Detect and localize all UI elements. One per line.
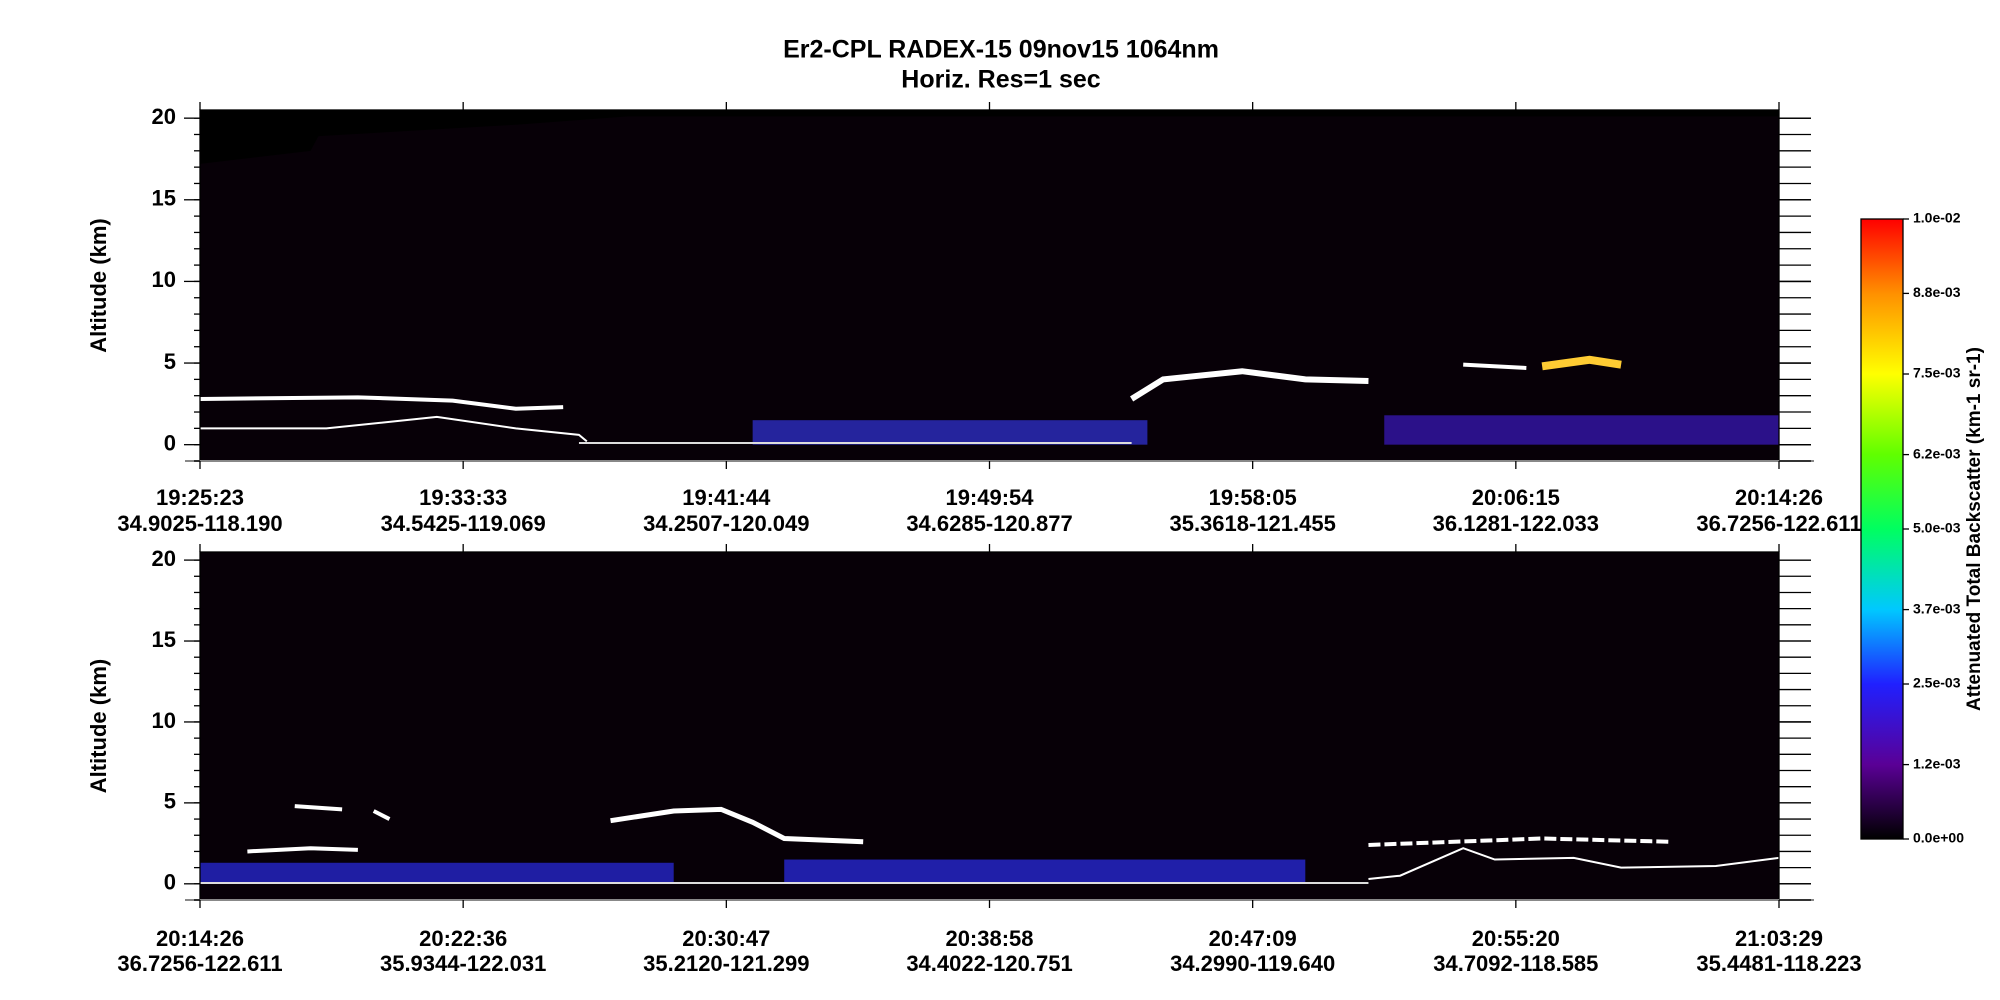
cloud	[247, 846, 358, 854]
plots: 0 5 10 15 20 Altitude (km) 19:25:2334.9025-118…	[86, 102, 1985, 976]
y-axis-label: Altitude (km)	[86, 218, 111, 352]
x-tick-time: 21:03:29	[1735, 926, 1823, 951]
y-tick-label: 0	[164, 870, 176, 895]
x-tick-position: 35.9344-122.031	[380, 951, 546, 976]
x-tick-position: 36.7256-122.611	[1696, 511, 1861, 536]
chart-title: Er2-CPL RADEX-15 09nov15 1064nm	[783, 36, 1219, 64]
backscatter-image	[199, 110, 1779, 445]
x-tick-position: 35.4481-118.223	[1696, 951, 1861, 976]
colorbar-label: Attenuated Total Backscatter (km-1 sr-1)	[1964, 347, 1985, 711]
x-tick-time: 20:14:26	[1735, 485, 1823, 510]
aerosol-layer	[200, 862, 674, 884]
chart-subtitle: Horiz. Res=1 sec	[901, 66, 1101, 94]
x-tick-time: 20:06:15	[1472, 485, 1560, 510]
y-tick-label: 15	[152, 627, 176, 652]
x-tick-position: 36.1281-122.033	[1433, 511, 1599, 536]
cloud	[1368, 847, 1780, 880]
colorbar-tick-label: 8.8e-03	[1913, 284, 1961, 300]
x-tick-position: 35.3618-121.455	[1169, 511, 1335, 536]
x-tick-time: 20:22:36	[419, 926, 507, 951]
aerosol-layer	[784, 859, 1306, 884]
x-tick-time: 19:58:05	[1209, 485, 1297, 510]
colorbar-tick-label: 5.0e-03	[1913, 520, 1961, 536]
x-tick-time: 20:38:58	[945, 926, 1033, 951]
x-tick-time: 19:41:44	[682, 485, 771, 510]
x-tick-time: 20:14:26	[156, 926, 244, 951]
y-tick-label: 0	[164, 430, 176, 455]
colorbar-tick-label: 6.2e-03	[1913, 445, 1961, 461]
cloud	[610, 806, 864, 845]
plot-area	[200, 110, 1779, 461]
cloud	[199, 395, 564, 411]
x-tick-time: 20:47:09	[1209, 926, 1297, 951]
cloud	[200, 415, 588, 443]
colorbar	[1860, 218, 1904, 840]
above-aircraft	[200, 110, 1779, 164]
x-tick-position: 34.7092-118.585	[1433, 951, 1598, 976]
x-tick-position: 36.7256-122.611	[117, 951, 282, 976]
x-tick-position: 34.6285-120.877	[906, 511, 1072, 536]
colorbar-tick-label: 1.2e-03	[1913, 755, 1961, 771]
plot-area	[200, 552, 1779, 900]
x-tick-time: 19:25:23	[156, 485, 244, 510]
colorbar-tick-label: 7.5e-03	[1913, 365, 1961, 381]
y-tick-label: 20	[152, 546, 176, 571]
colorbar-tick-label: 1.0e-02	[1913, 210, 1961, 226]
y-axis-label: Altitude (km)	[86, 659, 111, 793]
x-tick-time: 19:33:33	[419, 485, 507, 510]
colorbar-tick-label: 2.5e-03	[1913, 675, 1961, 691]
cloud	[1541, 355, 1622, 371]
x-tick-time: 20:55:20	[1472, 926, 1560, 951]
backscatter-image	[200, 804, 1780, 885]
colorbar-tick-label: 0.0e+00	[1913, 830, 1964, 846]
x-tick-position: 34.2990-119.640	[1170, 951, 1335, 976]
y-tick-label: 20	[152, 104, 176, 129]
aerosol-layer	[1384, 415, 1779, 445]
cloud	[294, 804, 391, 821]
y-tick-label: 5	[164, 349, 176, 374]
y-tick-label: 5	[164, 789, 176, 814]
x-tick-position: 35.2120-121.299	[643, 951, 809, 976]
x-tick-time: 20:30:47	[682, 926, 770, 951]
aerosol-layer	[752, 420, 1148, 445]
colorbar-tick-label: 3.7e-03	[1913, 600, 1961, 616]
cloud	[1463, 362, 1527, 370]
cloud	[1368, 836, 1669, 847]
y-tick-label: 15	[152, 186, 176, 211]
x-tick-time: 19:49:54	[945, 485, 1034, 510]
x-tick-position: 34.4022-120.751	[906, 951, 1072, 976]
x-tick-position: 34.9025-118.190	[117, 511, 282, 536]
cloud	[1130, 368, 1369, 402]
y-tick-label: 10	[152, 267, 176, 292]
x-tick-position: 34.2507-120.049	[643, 511, 809, 536]
x-tick-position: 34.5425-119.069	[381, 511, 546, 536]
y-tick-label: 10	[152, 708, 176, 733]
